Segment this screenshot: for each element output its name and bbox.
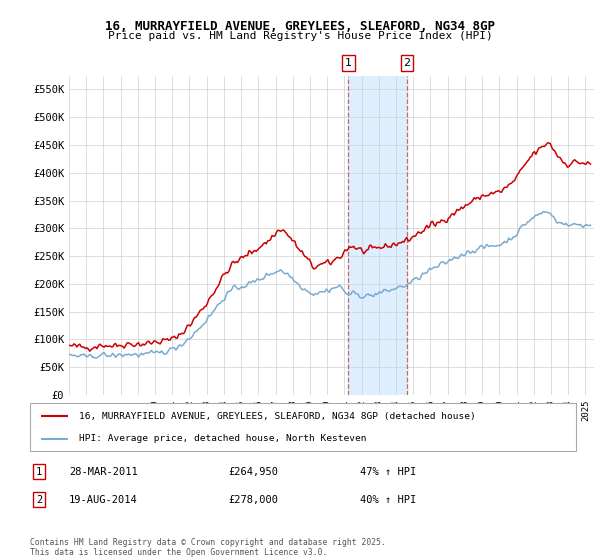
Text: 16, MURRAYFIELD AVENUE, GREYLEES, SLEAFORD, NG34 8GP (detached house): 16, MURRAYFIELD AVENUE, GREYLEES, SLEAFO…: [79, 412, 476, 421]
Text: 16, MURRAYFIELD AVENUE, GREYLEES, SLEAFORD, NG34 8GP: 16, MURRAYFIELD AVENUE, GREYLEES, SLEAFO…: [105, 20, 495, 32]
Text: Contains HM Land Registry data © Crown copyright and database right 2025.
This d: Contains HM Land Registry data © Crown c…: [30, 538, 386, 557]
Text: HPI: Average price, detached house, North Kesteven: HPI: Average price, detached house, Nort…: [79, 435, 367, 444]
Bar: [349, 76, 407, 395]
Text: 47% ↑ HPI: 47% ↑ HPI: [360, 466, 416, 477]
Text: 1: 1: [36, 466, 42, 477]
Text: 19-AUG-2014: 19-AUG-2014: [69, 494, 138, 505]
Text: £278,000: £278,000: [228, 494, 278, 505]
Text: Price paid vs. HM Land Registry's House Price Index (HPI): Price paid vs. HM Land Registry's House …: [107, 31, 493, 41]
Text: 1: 1: [345, 58, 352, 68]
Text: 2: 2: [403, 58, 410, 68]
Text: 2: 2: [36, 494, 42, 505]
Text: £264,950: £264,950: [228, 466, 278, 477]
Text: 40% ↑ HPI: 40% ↑ HPI: [360, 494, 416, 505]
Text: 28-MAR-2011: 28-MAR-2011: [69, 466, 138, 477]
